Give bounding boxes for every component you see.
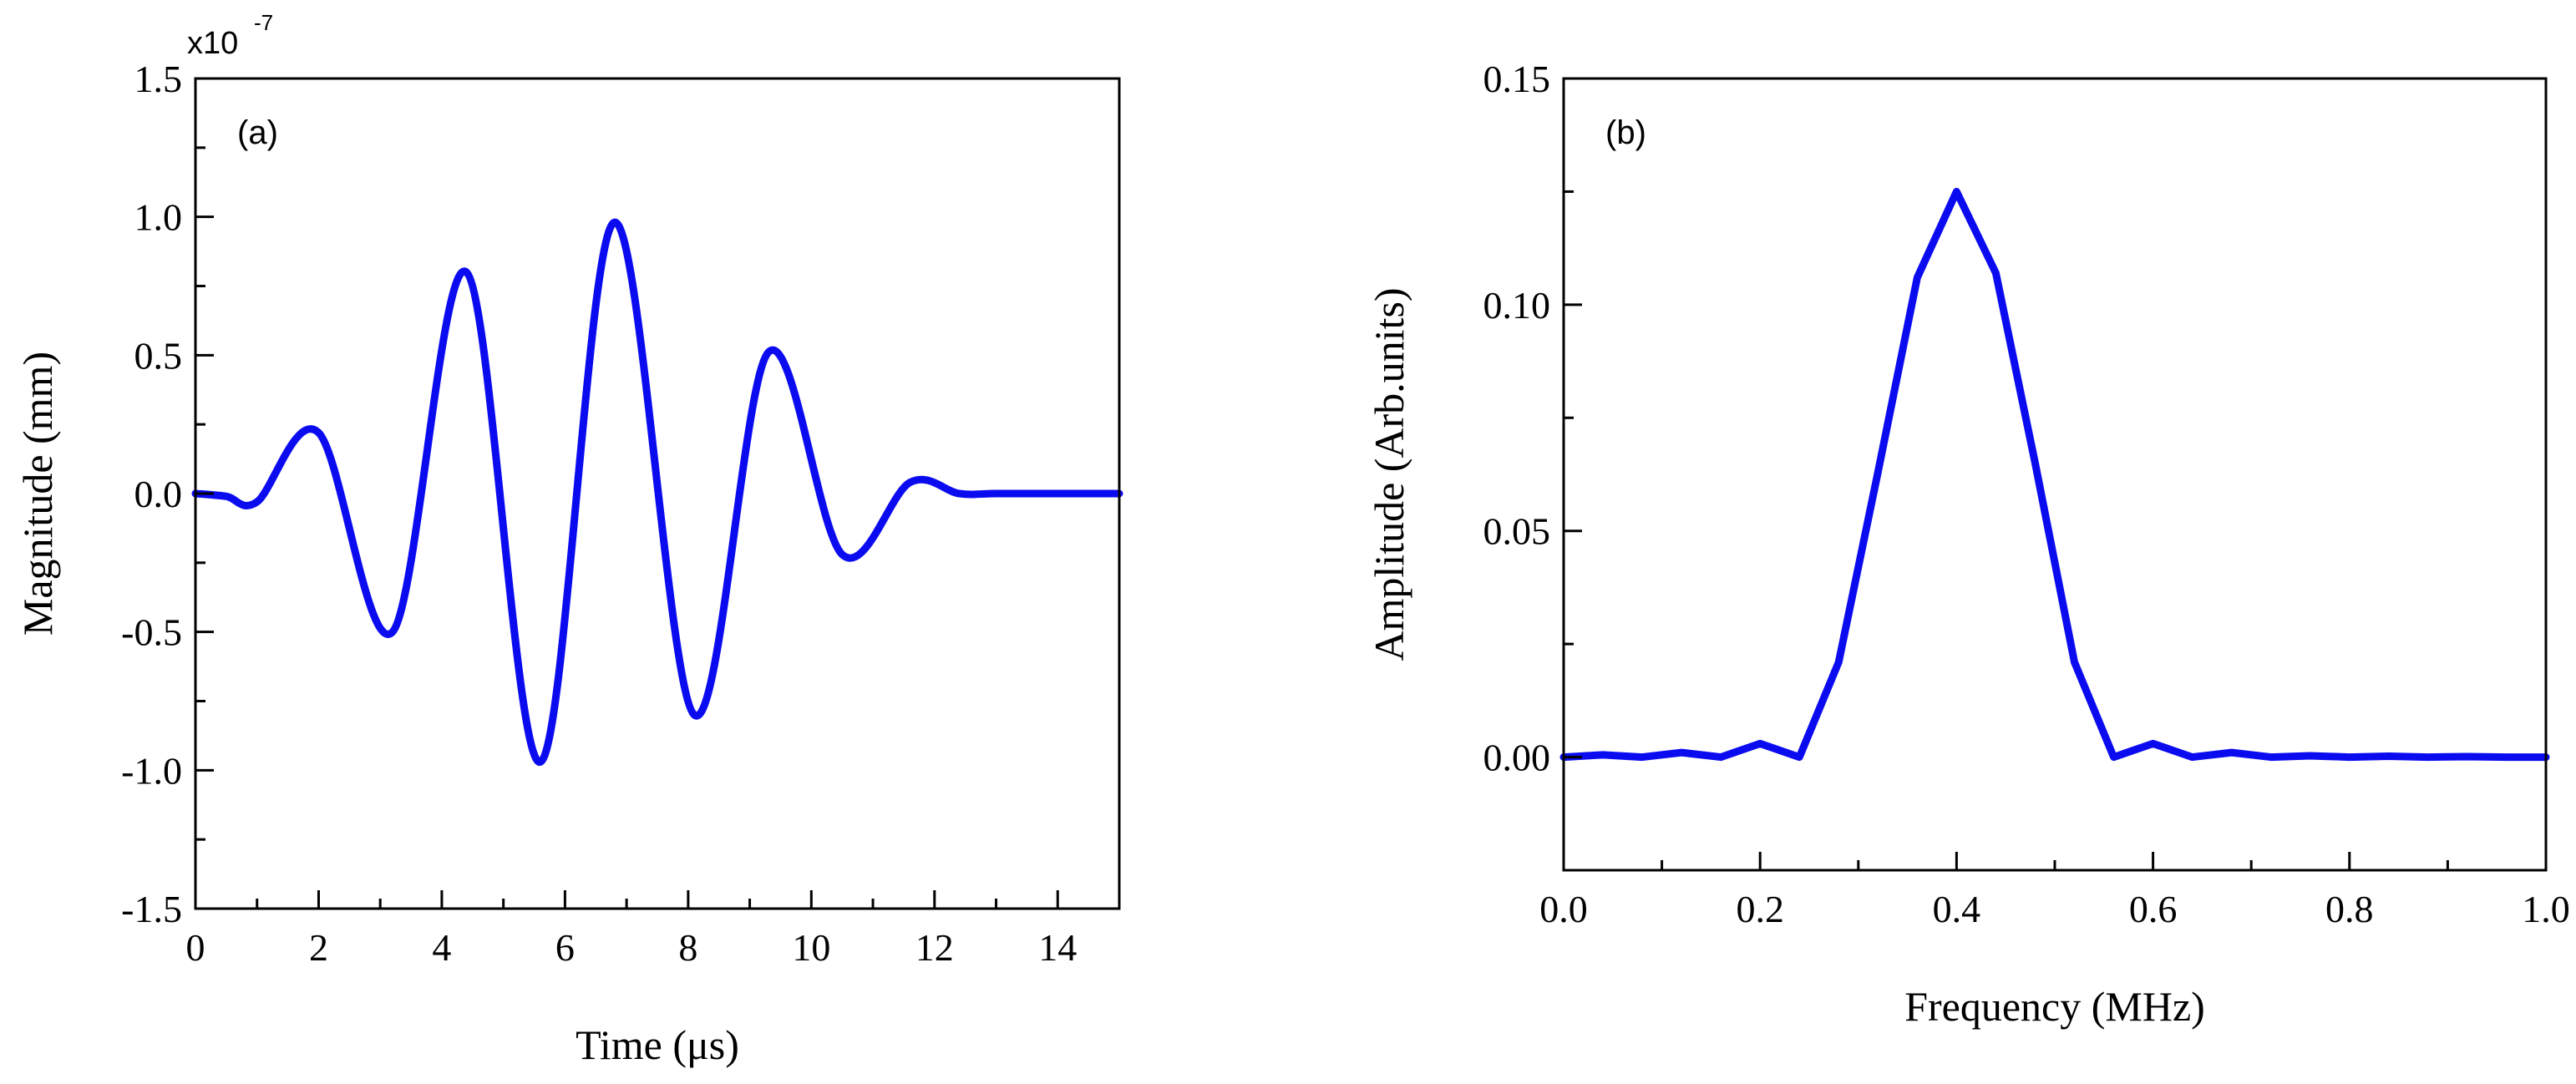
x-tick-label-a: 4 — [432, 926, 451, 969]
x-tick-label-b: 0.0 — [1539, 888, 1588, 930]
y-tick-label-a: -1.5 — [121, 888, 182, 930]
series-line-a-0 — [191, 218, 1123, 766]
x-tick-label-a: 14 — [1038, 926, 1077, 969]
x-tick-label-b: 1.0 — [2522, 888, 2570, 930]
y-axis-title-b: Amplitude (Arb.units) — [1366, 287, 1412, 661]
panel-b: 0.0 0.2 0.4 0.6 0.8 1.0 0.00 0.05 0.10 0.15 Freque… — [1366, 58, 2570, 1030]
y-tick-label-b: 0.15 — [1483, 58, 1551, 100]
x-tick-label-b: 0.6 — [2129, 888, 2178, 930]
x-tick-label-b: 0.8 — [2325, 888, 2374, 930]
y-tick-label-a: 1.5 — [134, 58, 183, 100]
panel-label-a: (a) — [237, 114, 278, 151]
y-tick-label-b: 0.10 — [1483, 284, 1551, 327]
x-tick-label-a: 6 — [555, 926, 575, 969]
y-tick-label-a: -1.0 — [121, 749, 182, 792]
x-axis-title-a: Time (μs) — [576, 1021, 739, 1068]
y-tick-label-a: 1.0 — [134, 196, 183, 239]
y-tick-label-a: 0.5 — [134, 334, 183, 377]
x-axis-title-b: Frequency (MHz) — [1904, 983, 2205, 1030]
y-multiplier-exponent: -7 — [254, 10, 273, 35]
y-tick-label-b: 0.05 — [1483, 510, 1551, 553]
panel-label-b: (b) — [1605, 114, 1646, 151]
y-tick-label-b: 0.00 — [1483, 737, 1551, 779]
plot-frame-b — [1562, 77, 2548, 872]
y-axis-title-a: Magnitude (mm) — [14, 352, 61, 636]
x-tick-label-b: 0.4 — [1933, 888, 1981, 930]
x-tick-label-a: 12 — [915, 926, 954, 969]
x-tick-label-a: 8 — [678, 926, 697, 969]
x-tick-label-a: 2 — [309, 926, 328, 969]
panel-a: 0 2 4 6 8 10 12 14 -1.5 -1.0 -0.5 0.0 0.5 1.0 1.5 Time … — [14, 10, 1123, 1068]
y-tick-label-a: -0.5 — [121, 611, 182, 654]
y-tick-label-a: 0.0 — [134, 473, 183, 515]
y-multiplier: x10 — [187, 26, 238, 61]
x-tick-label-a: 10 — [792, 926, 830, 969]
x-tick-label-b: 0.2 — [1736, 888, 1784, 930]
series-line-b-0 — [1559, 187, 2550, 762]
x-tick-label-a: 0 — [186, 926, 205, 969]
